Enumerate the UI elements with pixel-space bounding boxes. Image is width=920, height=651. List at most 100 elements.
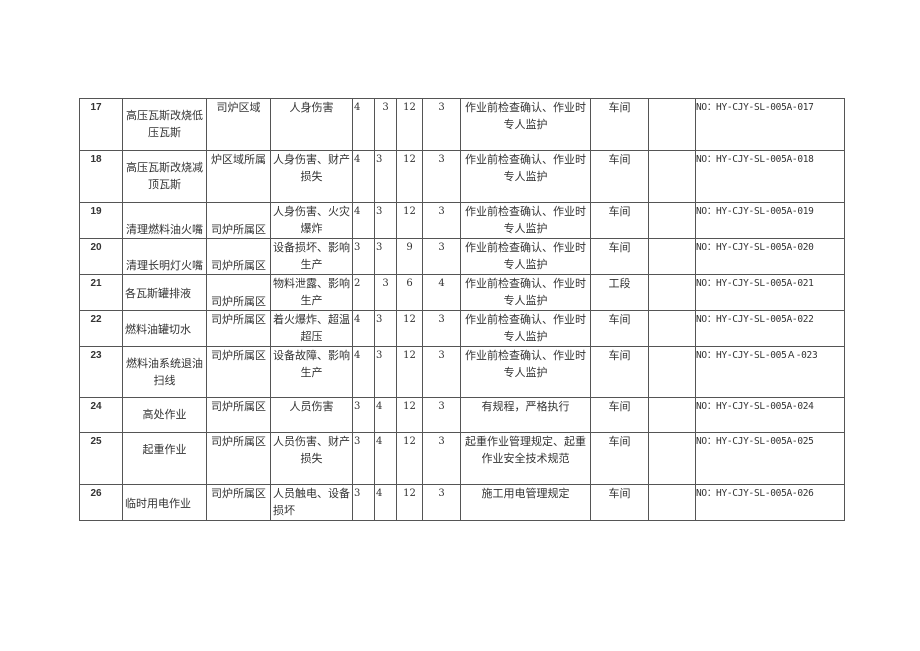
task-name: 高压瓦斯改烧低压瓦斯: [122, 98, 207, 151]
record-code: NO：HY-CJY-SL-005Ａ-023: [695, 346, 845, 398]
table-row: 19 清理燃料油火嘴 司炉所属区 人身伤害、火灾爆炸 4 3 12 3 作业前检查确认、作业时专…: [79, 202, 845, 239]
area: 司炉所属区: [206, 397, 271, 433]
exposure: 3: [374, 202, 397, 239]
table-row: 25 起重作业 司炉所属区 人员伤害、财产损失 3 4 12 3 起重作业管理规定、起重作业安全…: [79, 432, 845, 485]
risk-score: 12: [396, 484, 423, 521]
task-name: 清理燃料油火嘴: [122, 202, 207, 239]
table-row: 17 高压瓦斯改烧低压瓦斯 司炉区域 人身伤害 4 3 12 3 作业前检查确认、作业时专人监护…: [79, 98, 845, 151]
blank-cell: [648, 484, 696, 521]
row-number: 17: [79, 98, 123, 151]
hazard: 人员伤害: [270, 397, 353, 433]
record-code: NO：HY-CJY-SL-005A-025: [695, 432, 845, 485]
row-number: 23: [79, 346, 123, 398]
row-number: 20: [79, 238, 123, 275]
task-name: 临时用电作业: [122, 484, 207, 521]
risk-score: 12: [396, 432, 423, 485]
task-name: 起重作业: [122, 432, 207, 485]
area: 司炉所属区: [206, 484, 271, 521]
table-row: 20 清理长明灯火嘴 司炉所属区 设备损坏、影响生产 3 3 9 3 作业前检查确认、作业时专人…: [79, 238, 845, 275]
risk-level: 3: [422, 310, 461, 347]
row-number: 26: [79, 484, 123, 521]
table-row: 21 各瓦斯罐排液 司炉所属区 物料泄露、影响生产 2 3 6 4 作业前检查确认、作业时专人监…: [79, 274, 845, 311]
likelihood: 3: [352, 397, 375, 433]
control-measure: 施工用电管理规定: [460, 484, 591, 521]
risk-level: 3: [422, 98, 461, 151]
area: 司炉所属区: [206, 238, 271, 275]
record-code: NO：HY-CJY-SL-005A-024: [695, 397, 845, 433]
hazard: 设备损坏、影响生产: [270, 238, 353, 275]
row-number: 19: [79, 202, 123, 239]
blank-cell: [648, 310, 696, 347]
risk-level: 3: [422, 484, 461, 521]
risk-level: 3: [422, 432, 461, 485]
record-code: NO：HY-CJY-SL-005A-018: [695, 150, 845, 203]
exposure: 3: [374, 150, 397, 203]
exposure: 3: [374, 274, 397, 311]
hazard: 物料泄露、影响生产: [270, 274, 353, 311]
control-measure: 作业前检查确认、作业时专人监护: [460, 310, 591, 347]
blank-cell: [648, 274, 696, 311]
risk-level: 4: [422, 274, 461, 311]
responsible-unit: 车间: [590, 202, 649, 239]
likelihood: 3: [352, 238, 375, 275]
responsible-unit: 车间: [590, 432, 649, 485]
blank-cell: [648, 202, 696, 239]
risk-score: 9: [396, 238, 423, 275]
risk-level: 3: [422, 150, 461, 203]
likelihood: 4: [352, 310, 375, 347]
risk-score: 12: [396, 310, 423, 347]
area: 司炉所属区: [206, 346, 271, 398]
area: 司炉所属区: [206, 310, 271, 347]
record-code: NO：HY-CJY-SL-005A-019: [695, 202, 845, 239]
risk-score: 12: [396, 150, 423, 203]
row-number: 22: [79, 310, 123, 347]
exposure: 3: [374, 238, 397, 275]
risk-score: 6: [396, 274, 423, 311]
risk-score: 12: [396, 397, 423, 433]
likelihood: 3: [352, 484, 375, 521]
control-measure: 作业前检查确认、作业时专人监护: [460, 346, 591, 398]
hazard: 人身伤害、火灾爆炸: [270, 202, 353, 239]
hazard: 人员触电、设备损坏: [270, 484, 353, 521]
record-code: NO：HY-CJY-SL-005A-020: [695, 238, 845, 275]
risk-level: 3: [422, 202, 461, 239]
task-name: 燃料油罐切水: [122, 310, 207, 347]
risk-level: 3: [422, 346, 461, 398]
control-measure: 作业前检查确认、作业时专人监护: [460, 274, 591, 311]
blank-cell: [648, 432, 696, 485]
risk-level: 3: [422, 238, 461, 275]
control-measure: 作业前检查确认、作业时专人监护: [460, 202, 591, 239]
risk-score: 12: [396, 98, 423, 151]
task-name: 各瓦斯罐排液: [122, 274, 207, 311]
responsible-unit: 车间: [590, 346, 649, 398]
area: 司炉所属区: [206, 274, 271, 311]
blank-cell: [648, 397, 696, 433]
likelihood: 3: [352, 432, 375, 485]
table-row: 24 高处作业 司炉所属区 人员伤害 3 4 12 3 有规程，严格执行 车间 NO：HY-CJY-…: [79, 397, 845, 433]
hazard: 人员伤害、财产损失: [270, 432, 353, 485]
exposure: 4: [374, 484, 397, 521]
risk-score: 12: [396, 346, 423, 398]
exposure: 4: [374, 432, 397, 485]
hazard: 人身伤害: [270, 98, 353, 151]
responsible-unit: 车间: [590, 310, 649, 347]
task-name: 燃料油系统退油扫线: [122, 346, 207, 398]
table-row: 18 高压瓦斯改烧减顶瓦斯 炉区域所属 人身伤害、财产损失 4 3 12 3 作业前检查确认、作…: [79, 150, 845, 203]
risk-score: 12: [396, 202, 423, 239]
hazard: 人身伤害、财产损失: [270, 150, 353, 203]
control-measure: 作业前检查确认、作业时专人监护: [460, 150, 591, 203]
exposure: 4: [374, 397, 397, 433]
likelihood: 4: [352, 202, 375, 239]
exposure: 3: [374, 98, 397, 151]
task-name: 高压瓦斯改烧减顶瓦斯: [122, 150, 207, 203]
likelihood: 4: [352, 98, 375, 151]
row-number: 18: [79, 150, 123, 203]
hazard: 设备故障、影响生产: [270, 346, 353, 398]
row-number: 21: [79, 274, 123, 311]
row-number: 25: [79, 432, 123, 485]
exposure: 3: [374, 346, 397, 398]
record-code: NO：HY-CJY-SL-005A-017: [695, 98, 845, 151]
exposure: 3: [374, 310, 397, 347]
control-measure: 有规程，严格执行: [460, 397, 591, 433]
responsible-unit: 车间: [590, 484, 649, 521]
